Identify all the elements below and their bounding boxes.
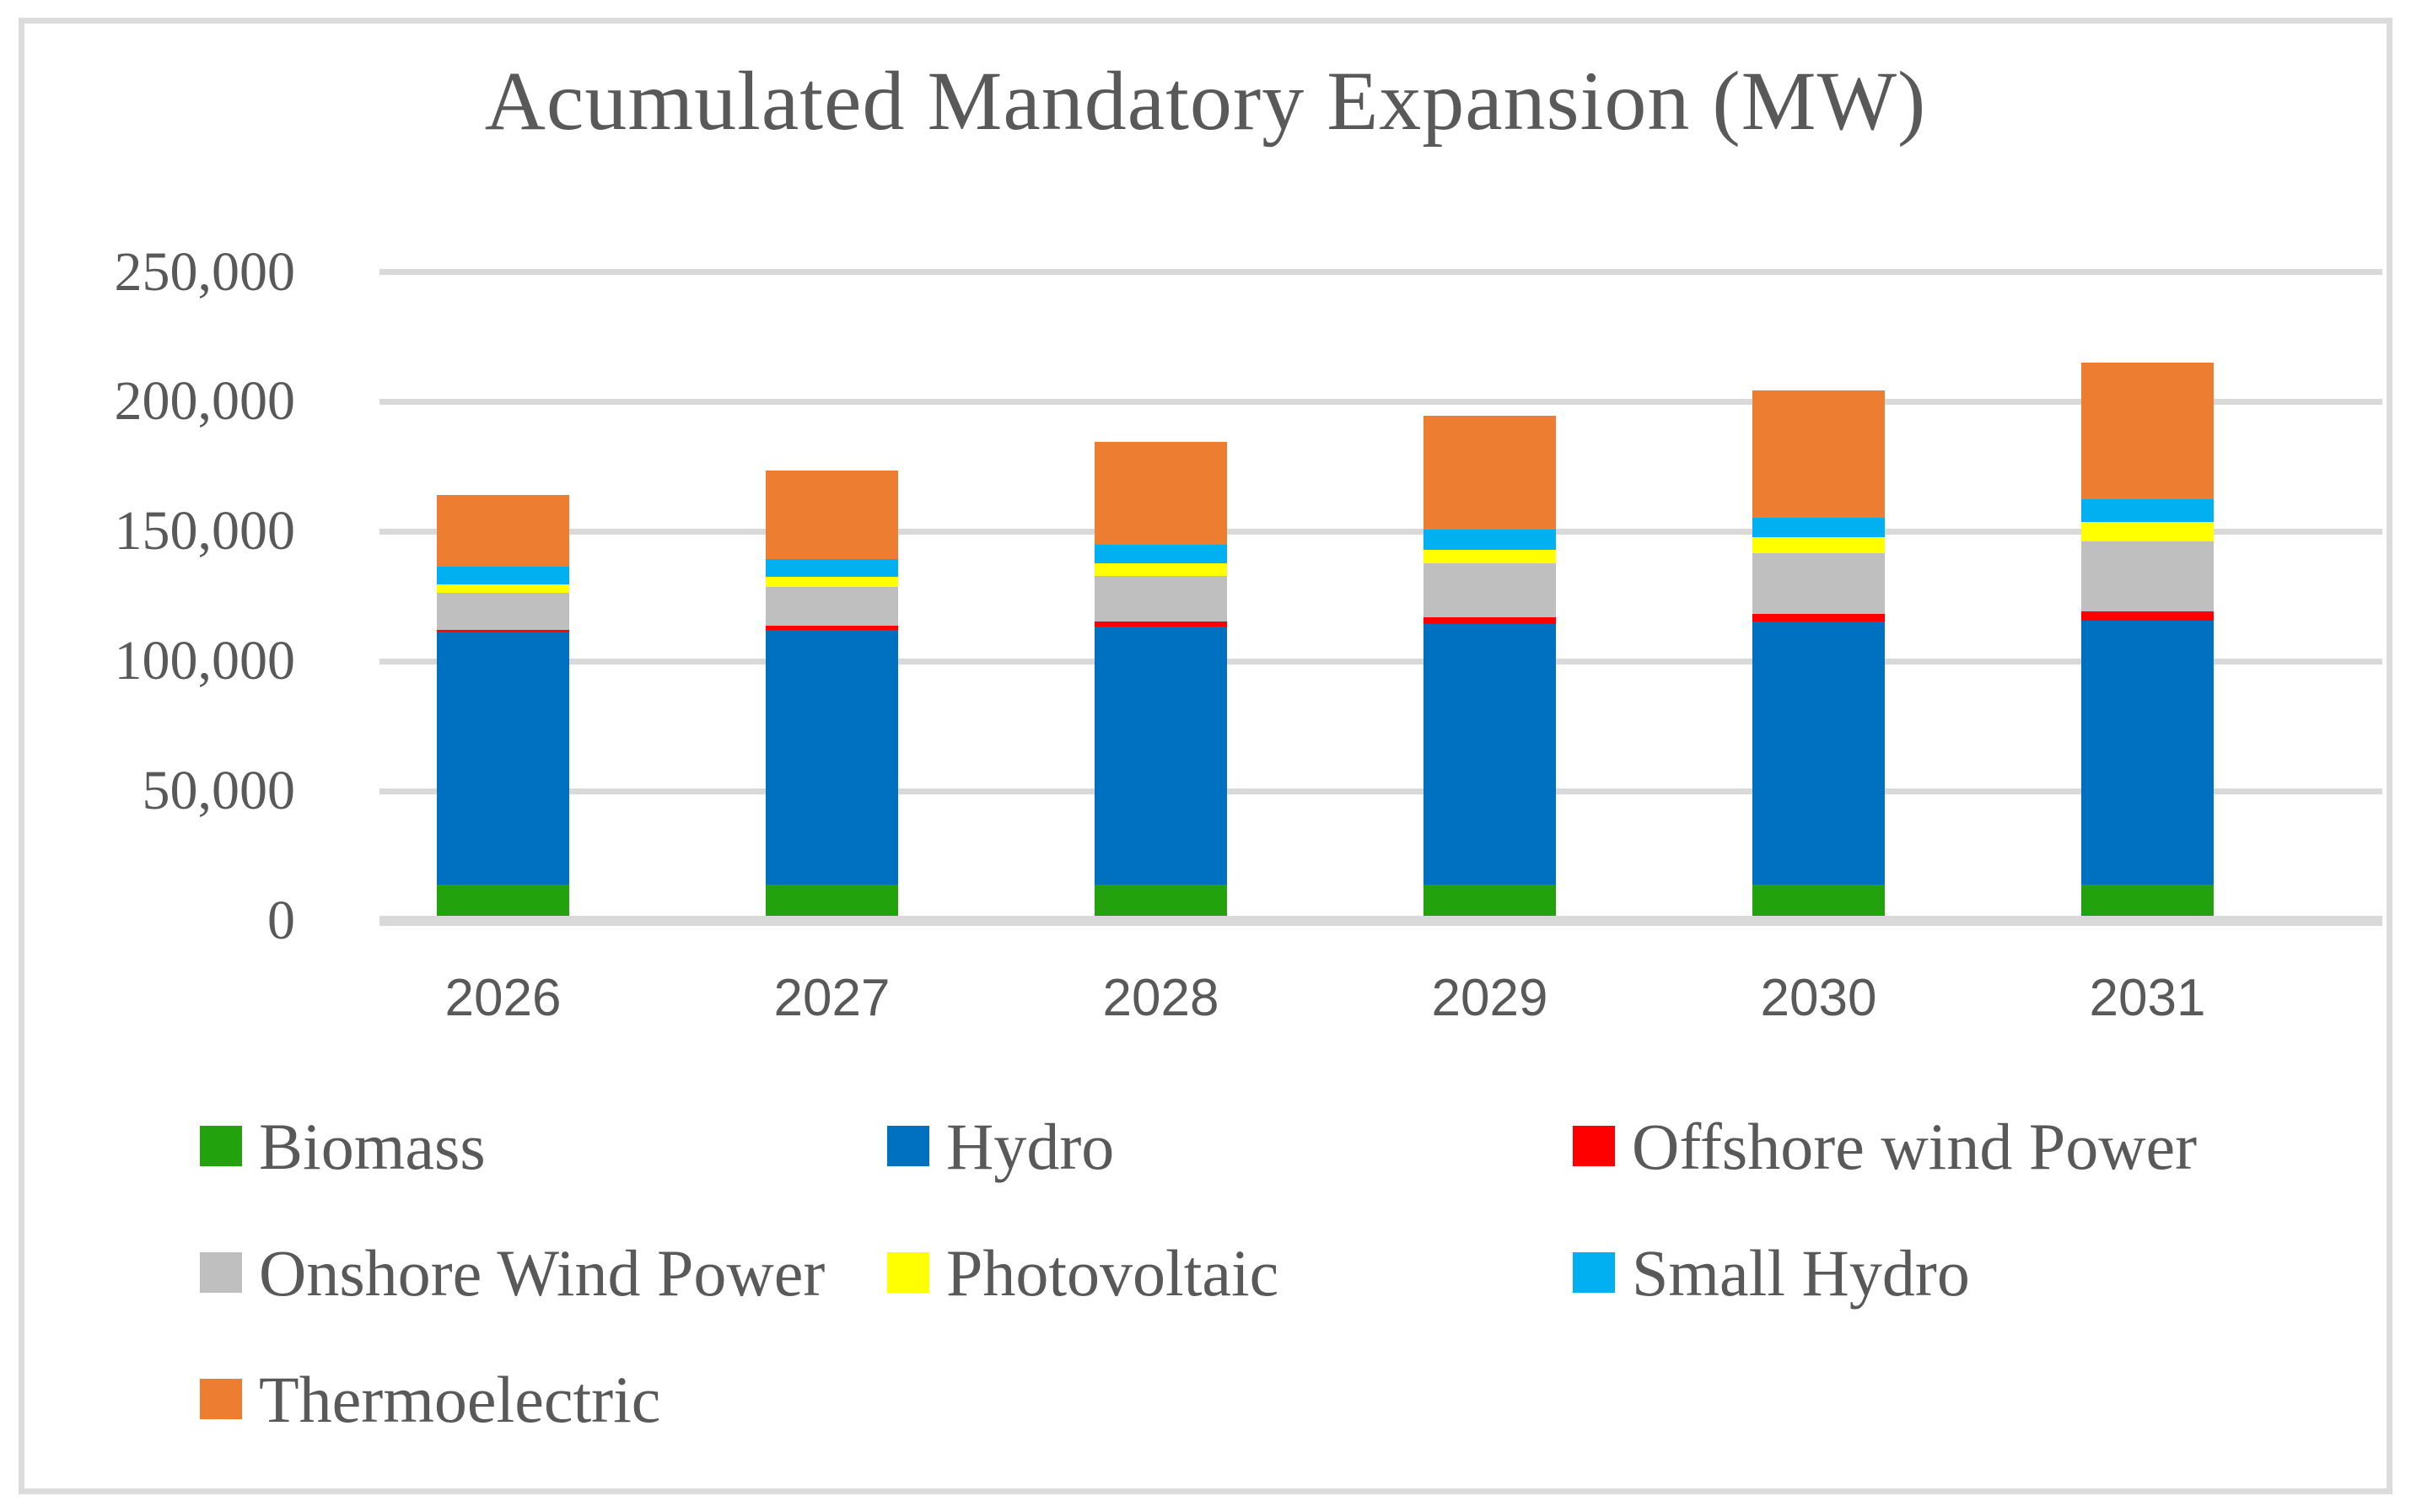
bar-segment-photovoltaic-2026 [437,584,569,593]
bar-segment-photovoltaic-2030 [1752,537,1885,554]
bar-segment-thermoelectric-2031 [2081,362,2214,500]
bar-segment-thermoelectric-2028 [1095,442,1227,546]
bar-segment-hydro-2028 [1095,626,1227,885]
gridline-150000 [379,528,2382,535]
legend-label: Small Hydro [1632,1236,1970,1310]
bar-segment-biomass-2030 [1752,885,1885,921]
bar-segment-small-hydro-2030 [1752,517,1885,538]
bar-segment-offshore-wind-power-2026 [437,629,569,632]
bar-segment-photovoltaic-2028 [1095,563,1227,576]
legend-swatch-icon [1573,1252,1615,1293]
y-tick-label-250000: 250,000 [114,240,296,303]
bar-segment-hydro-2027 [766,629,898,885]
bar-segment-offshore-wind-power-2028 [1095,621,1227,627]
bar-segment-offshore-wind-power-2027 [766,626,898,630]
bar-segment-thermoelectric-2029 [1423,416,1556,530]
legend-swatch-icon [200,1379,242,1419]
bar-segment-thermoelectric-2026 [437,495,569,568]
bar-segment-hydro-2030 [1752,621,1885,885]
legend-label: Onshore Wind Power [259,1236,826,1310]
bar-segment-offshore-wind-power-2029 [1423,616,1556,625]
legend-swatch-icon [1573,1126,1615,1166]
legend-swatch-icon [200,1126,242,1166]
x-tick-label-2026: 2026 [444,969,562,1027]
bar-segment-photovoltaic-2027 [766,576,898,588]
y-tick-label-150000: 150,000 [114,500,296,562]
bar-segment-small-hydro-2027 [766,559,898,577]
bar-segment-biomass-2027 [766,885,898,921]
legend-label: Thermoelectric [259,1363,661,1436]
legend-label: Hydro [946,1110,1115,1183]
bar-segment-onshore-wind-power-2031 [2081,541,2214,612]
x-axis-line [379,916,2382,926]
bar-segment-thermoelectric-2027 [766,470,898,560]
x-tick-label-2028: 2028 [1102,969,1219,1027]
gridline-50000 [379,788,2382,794]
y-tick-label-100000: 100,000 [114,630,296,692]
bar-segment-hydro-2029 [1423,624,1556,885]
bar-segment-hydro-2026 [437,631,569,885]
y-tick-label-50000: 50,000 [142,760,296,822]
gridline-100000 [379,658,2382,665]
bar-segment-biomass-2029 [1423,885,1556,921]
bar-segment-photovoltaic-2031 [2081,521,2214,541]
bar-segment-biomass-2031 [2081,885,2214,921]
x-tick-label-2027: 2027 [773,969,891,1027]
bar-segment-onshore-wind-power-2027 [766,587,898,627]
bar-segment-small-hydro-2026 [437,567,569,585]
y-tick-label-200000: 200,000 [114,370,296,433]
bar-segment-small-hydro-2029 [1423,529,1556,551]
gridline-250000 [379,269,2382,275]
bar-segment-biomass-2026 [437,885,569,921]
legend-swatch-icon [200,1252,242,1293]
legend-label: Biomass [259,1110,486,1183]
bar-segment-small-hydro-2031 [2081,499,2214,522]
bar-segment-hydro-2031 [2081,621,2214,885]
legend-swatch-icon [887,1252,929,1293]
gridline-200000 [379,398,2382,405]
y-tick-label-0: 0 [267,890,295,951]
chart-title: Acumulated Mandatory Expansion (MW) [484,54,1927,148]
bar-segment-offshore-wind-power-2030 [1752,614,1885,621]
figure-border [19,18,2392,1494]
legend-label: Photovoltaic [946,1236,1279,1310]
bar-segment-biomass-2028 [1095,885,1227,921]
bar-segment-photovoltaic-2029 [1423,550,1556,564]
legend-swatch-icon [887,1126,929,1166]
legend-label: Offshore wind Power [1632,1110,2198,1183]
bar-segment-onshore-wind-power-2026 [437,592,569,630]
bar-segment-onshore-wind-power-2030 [1752,553,1885,615]
bar-segment-small-hydro-2028 [1095,545,1227,564]
x-tick-label-2029: 2029 [1431,969,1548,1027]
x-tick-label-2031: 2031 [2089,969,2206,1027]
bar-segment-thermoelectric-2030 [1752,390,1885,518]
bar-segment-offshore-wind-power-2031 [2081,611,2214,621]
bar-segment-onshore-wind-power-2028 [1095,575,1227,621]
bar-segment-onshore-wind-power-2029 [1423,563,1556,617]
x-tick-label-2030: 2030 [1760,969,1877,1027]
